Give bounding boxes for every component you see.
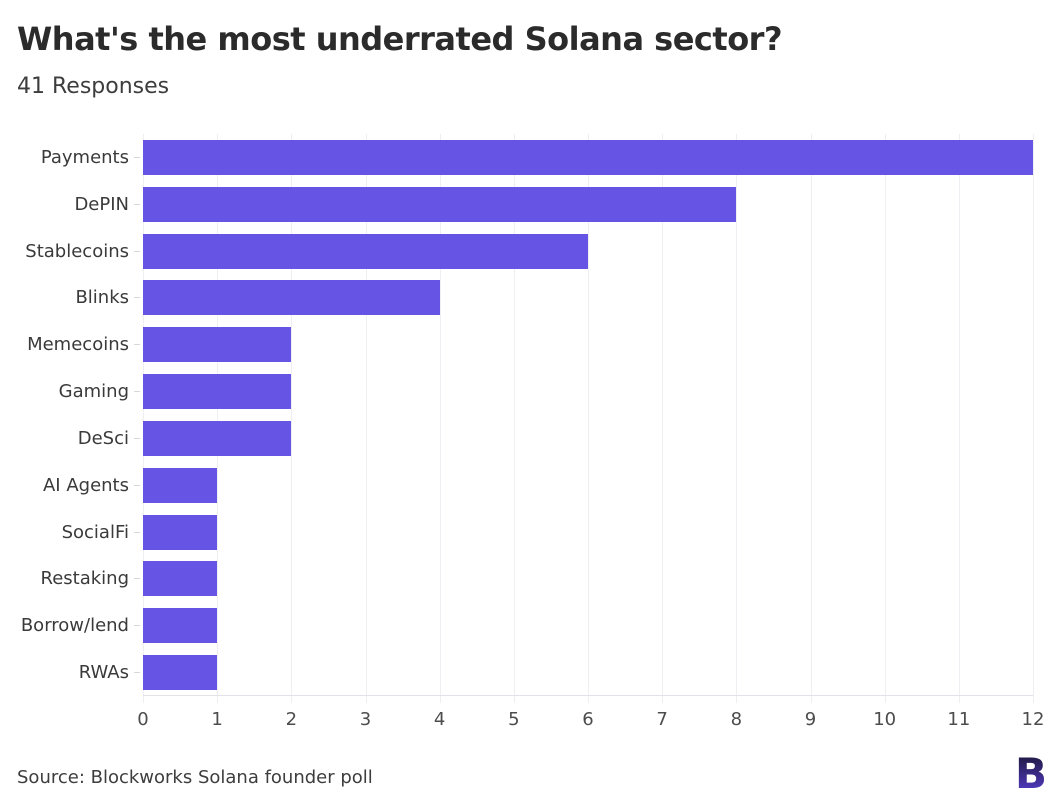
blockworks-logo-letter: B	[1016, 754, 1044, 794]
category-label: Stablecoins	[25, 240, 129, 262]
bar-row: Blinks	[75, 274, 1033, 321]
blockworks-logo: B	[1016, 754, 1044, 794]
gridline	[1033, 134, 1034, 703]
bar-payments	[143, 139, 1033, 175]
x-tick-label: 3	[359, 709, 372, 730]
bar-row: Gaming	[59, 368, 1033, 415]
gridlines-layer	[143, 134, 1034, 703]
category-tick-mark	[134, 297, 140, 299]
bar-row: DePIN	[74, 181, 1033, 228]
category-tick-mark	[134, 437, 140, 439]
chart-subtitle: 41 Responses	[17, 74, 170, 99]
gridline	[439, 134, 441, 703]
gridline	[143, 134, 144, 703]
x-tick-label: 10	[873, 709, 897, 730]
category-tick-mark	[134, 625, 140, 627]
bar-row: Stablecoins	[25, 228, 1033, 275]
category-label: DePIN	[74, 193, 129, 215]
gridline	[810, 134, 812, 703]
gridline	[365, 134, 367, 703]
bar-rows: Payments DePIN Stablecoins Blinks Memecoins G…	[21, 134, 1033, 696]
x-tick-label: 8	[730, 709, 743, 730]
x-tick-label: 12	[1021, 709, 1045, 730]
gridline	[736, 134, 738, 703]
bar-stablecoins	[143, 233, 588, 269]
x-axis: 0 1 2 3 4 5 6 7 8 9 10 11 12	[137, 709, 1044, 737]
x-tick-label: 2	[285, 709, 298, 730]
category-tick-mark	[134, 484, 140, 486]
bar-row: RWAs	[79, 649, 1033, 696]
category-label: Payments	[40, 146, 129, 168]
category-tick-mark	[134, 250, 140, 252]
category-tick-mark	[134, 672, 140, 674]
bar-ai-agents	[143, 467, 218, 503]
bar-desci	[143, 420, 292, 456]
bar-rwas	[143, 655, 218, 691]
gridline	[662, 134, 664, 703]
x-tick-label: 7	[656, 709, 668, 730]
chart-title: What's the most underrated Solana sector…	[17, 20, 783, 58]
gridline	[958, 134, 960, 703]
bar-blinks	[143, 280, 440, 316]
category-label: Borrow/lend	[20, 615, 129, 637]
category-label: Memecoins	[27, 334, 129, 356]
category-tick-mark	[134, 344, 140, 346]
bar-depin	[143, 186, 737, 222]
bar-borrow-lend	[143, 608, 218, 644]
gridline	[217, 134, 219, 703]
bar-row: SocialFi	[62, 509, 1033, 556]
category-tick-mark	[134, 578, 140, 580]
bar-gaming	[143, 374, 292, 410]
category-tick-mark	[134, 203, 140, 205]
gridline	[588, 134, 589, 703]
category-label: Restaking	[40, 568, 130, 590]
x-tick-label: 6	[582, 709, 594, 730]
x-tick-label: 11	[947, 709, 971, 730]
bar-row: Restaking	[41, 555, 1033, 602]
bar-restaking	[143, 561, 218, 597]
bar-row: Borrow/lend	[21, 602, 1033, 649]
bar-socialfi	[143, 514, 218, 550]
bar-row: Payments	[41, 134, 1033, 181]
category-label: Blinks	[75, 287, 129, 309]
gridline	[884, 134, 886, 703]
category-label: SocialFi	[61, 521, 129, 543]
plot-area: Payments DePIN Stablecoins Blinks Memecoins G…	[21, 134, 1034, 703]
bar-row: DeSci	[78, 415, 1033, 462]
category-label: Gaming	[58, 381, 129, 403]
gridline	[513, 134, 515, 703]
x-axis-baseline	[143, 695, 1033, 696]
x-tick-label: 1	[211, 709, 223, 730]
x-tick-label: 4	[433, 709, 446, 730]
bar-row: AI Agents	[43, 462, 1033, 509]
source-text: Source: Blockworks Solana founder poll	[17, 767, 373, 788]
category-label: AI Agents	[42, 474, 129, 496]
category-label: DeSci	[77, 427, 129, 449]
category-tick-mark	[134, 531, 140, 533]
gridline	[291, 134, 293, 703]
category-tick-mark	[134, 391, 140, 393]
bar-row: Memecoins	[27, 321, 1033, 368]
bar-memecoins	[143, 327, 292, 363]
category-label: RWAs	[78, 662, 129, 684]
x-tick-label: 5	[508, 709, 520, 730]
x-tick-label: 0	[137, 709, 149, 730]
x-tick-label: 9	[804, 709, 817, 730]
category-tick-mark	[134, 156, 140, 158]
